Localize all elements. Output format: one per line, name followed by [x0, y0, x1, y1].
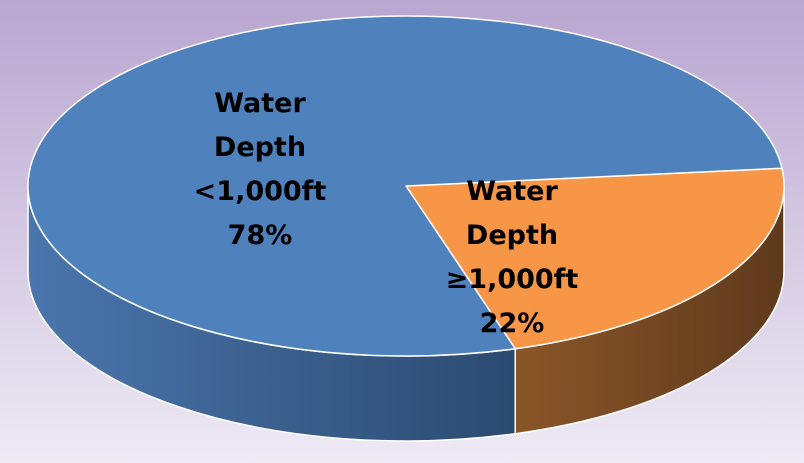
pie-slice-1 [405, 167, 785, 350]
slice-label-1-line-3: 22% [480, 308, 545, 339]
pie-slice-0 [27, 15, 783, 357]
slice-label-0-line-0: Water [214, 88, 306, 119]
slice-label-0-line-2: <1,000ft [194, 176, 327, 207]
slice-label-0: Water Depth <1,000ft 78% [194, 88, 327, 251]
slice-label-0-line-3: 78% [228, 220, 293, 251]
slice-label-0-line-1: Depth [214, 132, 306, 163]
slice-label-1-line-0: Water [466, 176, 558, 207]
slice-label-1-line-2: ≥1,000ft [446, 264, 579, 295]
slice-label-1: Water Depth ≥1,000ft 22% [446, 176, 579, 339]
slice-label-1-line-1: Depth [466, 220, 558, 251]
